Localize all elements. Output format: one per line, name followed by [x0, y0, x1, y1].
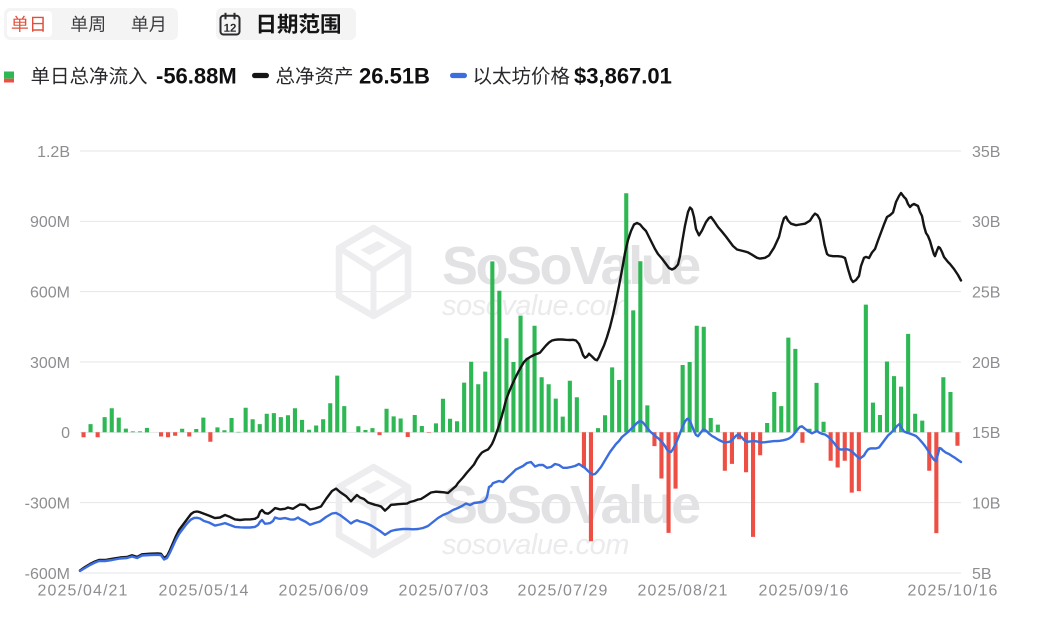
svg-text:5B: 5B	[972, 566, 992, 583]
svg-text:2025/07/29: 2025/07/29	[517, 583, 608, 600]
svg-text:35B: 35B	[972, 144, 1000, 161]
svg-text:2025/07/03: 2025/07/03	[398, 583, 489, 600]
svg-text:SoSoValue: SoSoValue	[442, 475, 700, 535]
svg-text:30B: 30B	[972, 214, 1000, 231]
svg-text:$3,867.01: $3,867.01	[574, 64, 672, 89]
svg-text:1.2B: 1.2B	[37, 144, 70, 161]
svg-text:20B: 20B	[972, 355, 1000, 372]
svg-text:2025/06/09: 2025/06/09	[278, 583, 369, 600]
svg-text:2025/10/16: 2025/10/16	[907, 583, 998, 600]
svg-text:0: 0	[61, 425, 70, 442]
svg-text:2025/09/16: 2025/09/16	[758, 583, 849, 600]
svg-text:2025/05/14: 2025/05/14	[158, 583, 249, 600]
svg-text:sosovalue.com: sosovalue.com	[442, 290, 629, 322]
svg-text:900M: 900M	[30, 214, 70, 231]
svg-text:-300M: -300M	[25, 496, 70, 513]
svg-text:2025/04/21: 2025/04/21	[37, 583, 128, 600]
svg-text:-56.88M: -56.88M	[156, 64, 237, 89]
svg-text:600M: 600M	[30, 285, 70, 302]
svg-text:sosovalue.com: sosovalue.com	[442, 529, 629, 561]
svg-text:15B: 15B	[972, 425, 1000, 442]
svg-text:SoSoValue: SoSoValue	[442, 236, 700, 296]
svg-text:-600M: -600M	[25, 566, 70, 583]
svg-text:2025/08/21: 2025/08/21	[637, 583, 728, 600]
svg-text:25B: 25B	[972, 285, 1000, 302]
svg-text:10B: 10B	[972, 496, 1000, 513]
svg-text:300M: 300M	[30, 355, 70, 372]
svg-text:26.51B: 26.51B	[359, 64, 430, 89]
